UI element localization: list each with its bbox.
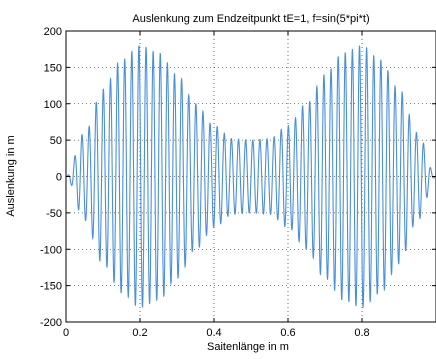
x-tick-label: 0 [63,327,69,339]
y-tick-label: -150 [40,281,62,293]
x-tick-label: 0.4 [206,327,221,339]
y-tick-label: 200 [44,26,62,38]
y-tick-label: 100 [44,99,62,111]
x-axis: 0 0.2 0.4 0.6 0.8 [63,31,370,339]
y-tick-label: -200 [40,317,62,329]
x-tick-label: 0.8 [354,327,369,339]
y-tick-label: 0 [56,172,62,184]
series-line [66,45,436,308]
y-axis-label: Auslenkung in m [5,135,17,216]
chart-title: Auslenkung zum Endzeitpunkt tE=1, f=sin(… [132,13,369,25]
x-tick-label: 0.2 [132,327,147,339]
series-group [66,45,436,308]
y-axis: -200 -150 -100 -50 0 50 100 150 200 [40,26,436,329]
y-tick-label: 50 [50,135,62,147]
y-tick-label: 150 [44,62,62,74]
y-tick-label: -50 [46,208,62,220]
x-axis-label: Saitenlänge in m [207,341,289,353]
y-tick-label: -100 [40,244,62,256]
x-tick-label: 0.6 [280,327,295,339]
